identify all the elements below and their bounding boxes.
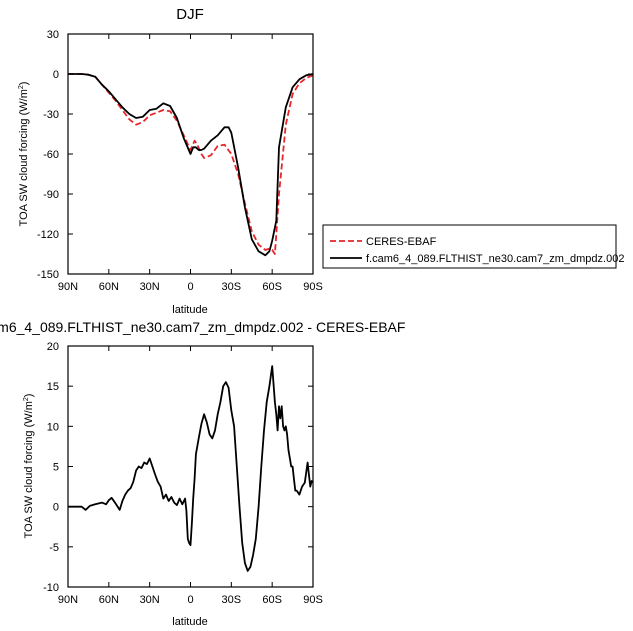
top-series-line-0 bbox=[68, 73, 314, 255]
bottom-ticks-layer: 90N 60N 30N 0 30S 60S 90S 20 15 10 5 0 -5 -10 bbox=[43, 341, 323, 606]
bottom-y-axis-label-main: TOA SW cloud forcing (W/m bbox=[23, 401, 35, 538]
top-title: DJF bbox=[176, 6, 204, 23]
top-xtick-label-6: 90S bbox=[303, 281, 323, 293]
bottom-xtick-label-2: 30N bbox=[140, 594, 160, 606]
top-y-axis-label-tail: ) bbox=[18, 82, 30, 86]
top-ytick-label-5: -120 bbox=[37, 229, 59, 241]
top-xtick-label-1: 60N bbox=[99, 281, 119, 293]
bottom-xtick-label-0: 90N bbox=[58, 594, 78, 606]
top-xtick-label-3: 0 bbox=[187, 281, 193, 293]
top-series-line-1 bbox=[68, 73, 314, 257]
top-y-axis-label: TOA SW cloud forcing (W/m2) bbox=[18, 82, 30, 227]
bottom-xtick-label-6: 90S bbox=[303, 594, 323, 606]
bottom-plot-frame bbox=[67, 345, 314, 588]
top-ytick-label-0: 30 bbox=[47, 29, 59, 41]
legend: CERES-EBAF f.cam6_4_089.FLTHIST_ne30.cam… bbox=[322, 224, 624, 269]
bottom-ytick-label-3: 5 bbox=[53, 462, 59, 474]
top-xtick-label-0: 90N bbox=[58, 281, 78, 293]
bottom-ytick-label-0: 20 bbox=[47, 341, 59, 353]
top-xtick-label-5: 60S bbox=[262, 281, 282, 293]
top-x-axis-label: latitude bbox=[172, 304, 207, 316]
legend-label-model: f.cam6_4_089.FLTHIST_ne30.cam7_zm_dmpdz.… bbox=[366, 253, 624, 265]
top-ytick-label-6: -150 bbox=[37, 269, 59, 281]
top-y-axis-label-main: TOA SW cloud forcing (W/m bbox=[18, 89, 30, 226]
top-ytick-label-3: -60 bbox=[43, 149, 59, 161]
bottom-y-axis-label: TOA SW cloud forcing (W/m2) bbox=[23, 394, 35, 539]
bottom-panel: f.cam6_4_089.FLTHIST_ne30.cam7_zm_dmpdz.… bbox=[0, 319, 405, 628]
top-ticks-layer: 90N 60N 30N 0 30S 60S 90S 30 0 -30 -60 -90 -120 -150 bbox=[37, 29, 323, 293]
top-xtick-label-2: 30N bbox=[140, 281, 160, 293]
bottom-ytick-label-5: -5 bbox=[49, 542, 59, 554]
top-ytick-label-4: -90 bbox=[43, 189, 59, 201]
bottom-series-line-0 bbox=[68, 365, 314, 572]
top-series-layer bbox=[68, 73, 314, 257]
bottom-y-axis-label-sup: 2 bbox=[23, 397, 30, 401]
bottom-y-axis-label-tail: ) bbox=[23, 394, 35, 398]
bottom-xtick-label-3: 0 bbox=[187, 594, 193, 606]
bottom-series-layer bbox=[68, 365, 314, 572]
bottom-x-axis-label: latitude bbox=[172, 616, 207, 628]
bottom-ytick-label-2: 10 bbox=[47, 421, 59, 433]
top-xtick-label-4: 30S bbox=[222, 281, 242, 293]
legend-label-ceres: CERES-EBAF bbox=[366, 236, 437, 248]
top-ytick-label-1: 0 bbox=[53, 69, 59, 81]
legend-box bbox=[322, 224, 617, 269]
top-ytick-label-2: -30 bbox=[43, 109, 59, 121]
bottom-ytick-label-1: 15 bbox=[47, 381, 59, 393]
bottom-title: f.cam6_4_089.FLTHIST_ne30.cam7_zm_dmpdz.… bbox=[0, 319, 405, 335]
bottom-ytick-label-6: -10 bbox=[43, 582, 59, 594]
top-panel: DJF 90N 60N 30N 0 30S 60S 90S 30 0 -30 -60 -90 -120 -… bbox=[18, 6, 323, 316]
bottom-xtick-label-4: 30S bbox=[222, 594, 242, 606]
top-y-axis-label-sup: 2 bbox=[18, 85, 25, 89]
bottom-xtick-label-5: 60S bbox=[262, 594, 282, 606]
bottom-xtick-label-1: 60N bbox=[99, 594, 119, 606]
bottom-ytick-label-4: 0 bbox=[53, 502, 59, 514]
